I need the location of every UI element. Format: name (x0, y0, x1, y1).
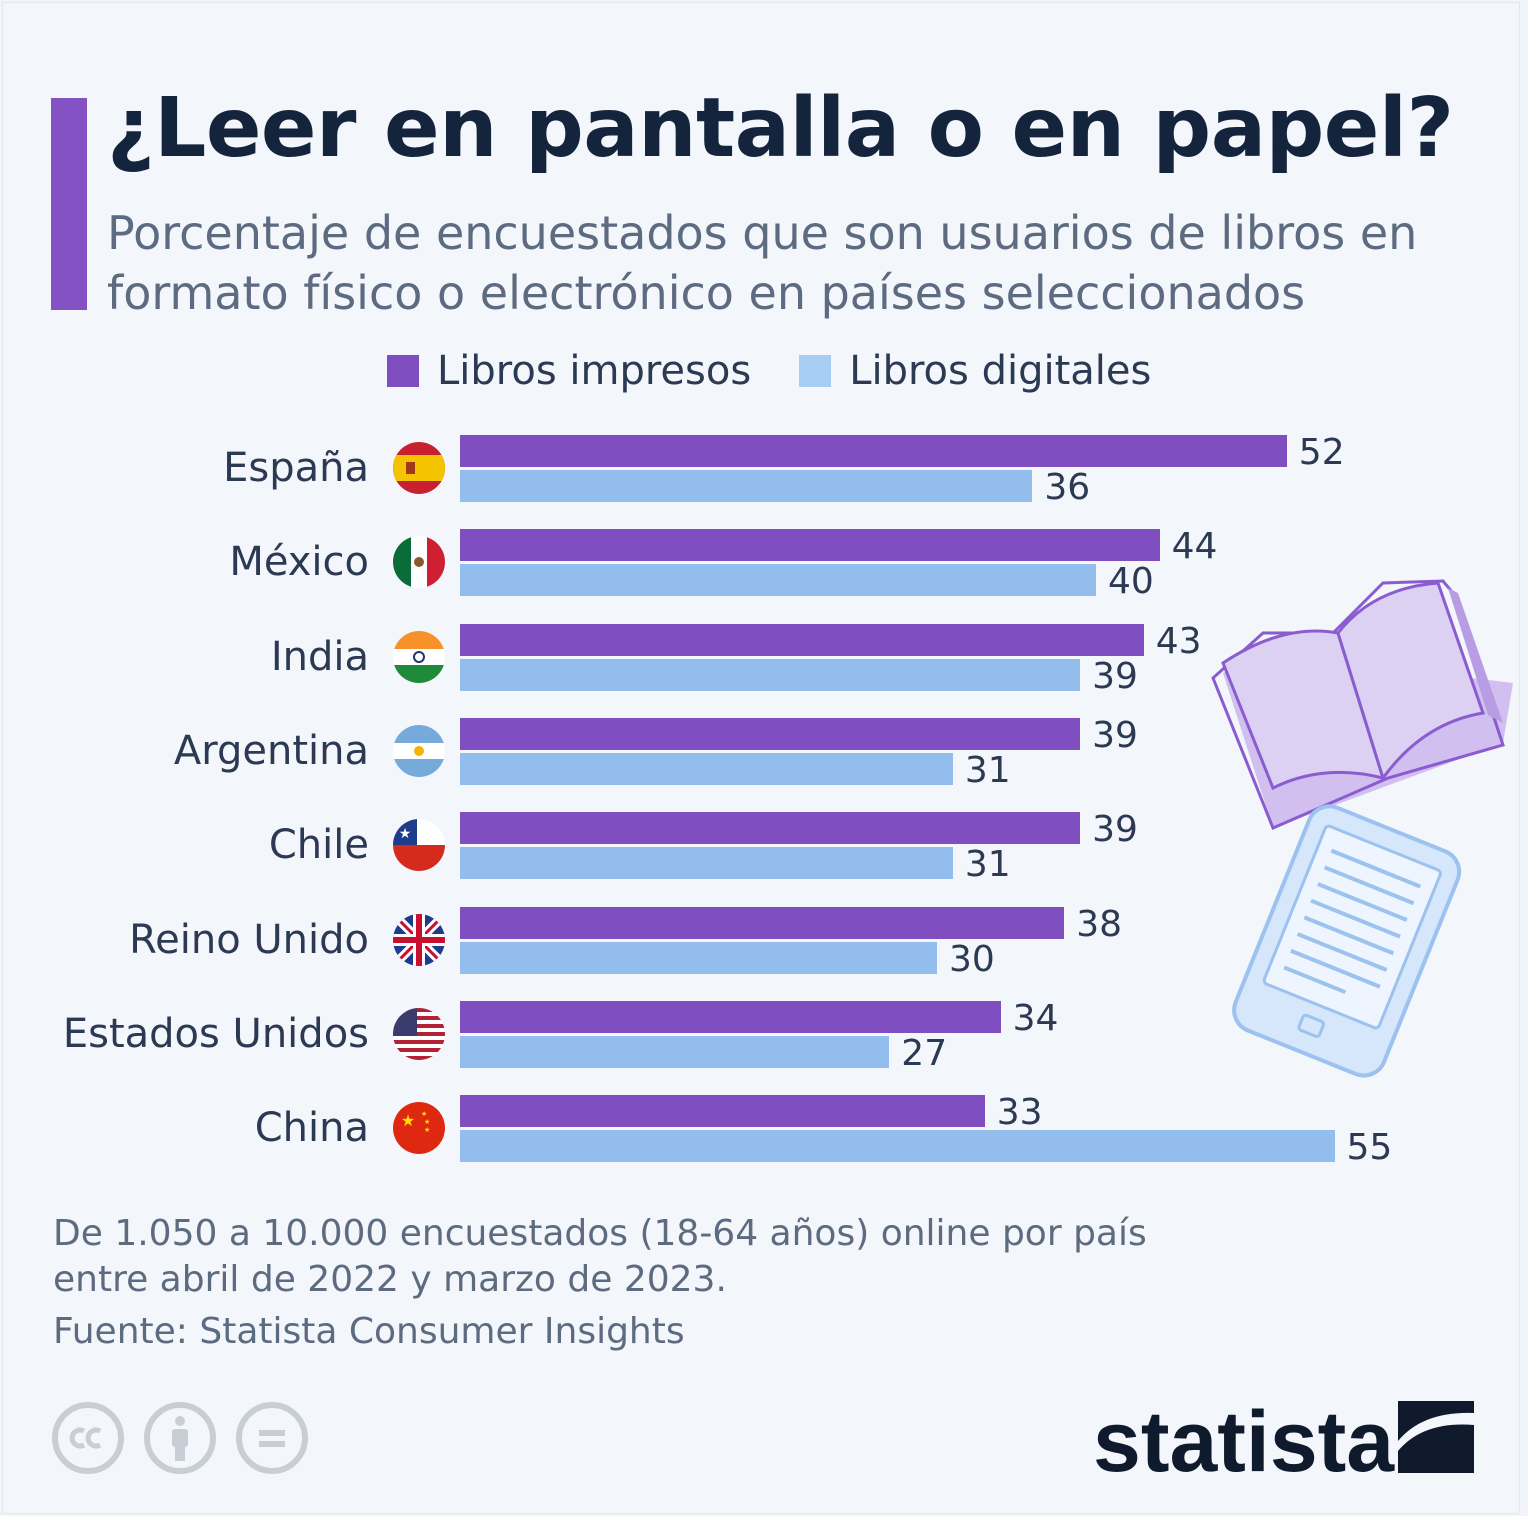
legend-item-digital: Libros digitales (799, 348, 1151, 394)
uk-flag-icon (393, 913, 445, 966)
category-label: Estados Unidos (62, 1010, 369, 1057)
legend-item-print: Libros impresos (387, 348, 751, 394)
ereader-icon (1232, 804, 1462, 1078)
legend-swatch-print (387, 355, 419, 387)
bar-digital (460, 1035, 890, 1068)
category-label: España (223, 445, 369, 491)
bar-print (460, 717, 1081, 750)
mexico-flag-icon (393, 536, 445, 589)
bar-print (460, 812, 1081, 845)
category-label: India (270, 633, 369, 680)
bar-print (460, 1095, 985, 1128)
statista-logo[interactable]: statista (1093, 1393, 1483, 1483)
category-label: Chile (268, 822, 369, 869)
bar-digital (460, 847, 953, 880)
value-label-digital: 27 (901, 1032, 948, 1074)
value-label-print: 38 (1076, 903, 1122, 945)
bar-digital (460, 941, 937, 974)
license-icons (51, 1401, 327, 1475)
value-label-digital: 31 (964, 844, 1011, 886)
bar-print (460, 435, 1287, 467)
value-label-print: 44 (1171, 526, 1218, 568)
chart-legend: Libros impresos Libros digitales (387, 343, 1199, 399)
value-label-print: 43 (1155, 620, 1202, 662)
value-label-print: 33 (996, 1092, 1043, 1134)
svg-text:★: ★ (401, 1111, 415, 1130)
open-book-icon (1211, 579, 1513, 830)
svg-text:★: ★ (424, 1118, 430, 1126)
title-accent-bar (51, 98, 87, 310)
value-label-digital: 30 (949, 938, 995, 980)
bar-digital (460, 658, 1081, 691)
category-label: Argentina (173, 727, 369, 774)
value-label-print: 34 (1012, 997, 1059, 1039)
chart-subtitle: Porcentaje de encuestados que son usuari… (107, 206, 1418, 320)
spain-flag-icon (393, 442, 445, 494)
no-derivatives-icon[interactable] (235, 1401, 309, 1475)
bar-digital (460, 564, 1096, 597)
category-label: México (229, 539, 369, 586)
bar-print (460, 623, 1144, 656)
bar-digital (460, 752, 953, 785)
india-flag-icon (393, 630, 445, 683)
chart-title: ¿Leer en pantalla o en papel? (107, 81, 1454, 176)
value-label-print: 39 (1092, 714, 1138, 756)
bar-digital (460, 470, 1033, 502)
usa-flag-icon (393, 1007, 445, 1060)
svg-text:★: ★ (421, 1110, 427, 1118)
footnote: De 1.050 a 10.000 encuestados (18-64 año… (53, 1213, 1147, 1300)
value-label-digital: 36 (1044, 467, 1091, 508)
value-label-print: 39 (1092, 809, 1138, 851)
category-label: China (254, 1105, 369, 1152)
value-label-digital: 31 (964, 749, 1011, 791)
bar-print (460, 906, 1065, 939)
legend-label-print: Libros impresos (437, 348, 752, 394)
chile-flag-icon: ★ (393, 819, 445, 872)
attribution-icon[interactable] (143, 1401, 217, 1475)
argentina-flag-icon (393, 724, 445, 777)
category-label: Reino Unido (129, 916, 369, 963)
china-flag-icon: ★ ★★★ (393, 1102, 445, 1155)
svg-text:★: ★ (399, 826, 412, 842)
source-note: Fuente: Statista Consumer Insights (53, 1311, 685, 1352)
value-label-digital: 40 (1108, 561, 1154, 603)
value-label-print: 52 (1298, 432, 1345, 473)
value-label-digital: 55 (1346, 1127, 1393, 1169)
svg-text:★: ★ (424, 1126, 430, 1134)
bar-print (460, 1000, 1001, 1033)
bar-digital (460, 1130, 1335, 1163)
statista-logo-mark (1398, 1401, 1474, 1473)
creative-commons-icon[interactable] (51, 1401, 125, 1475)
value-label-digital: 39 (1092, 655, 1138, 697)
statista-wordmark: statista (1093, 1394, 1395, 1483)
legend-label-digital: Libros digitales (849, 348, 1152, 394)
bar-print (460, 529, 1160, 562)
legend-swatch-digital (799, 355, 832, 387)
